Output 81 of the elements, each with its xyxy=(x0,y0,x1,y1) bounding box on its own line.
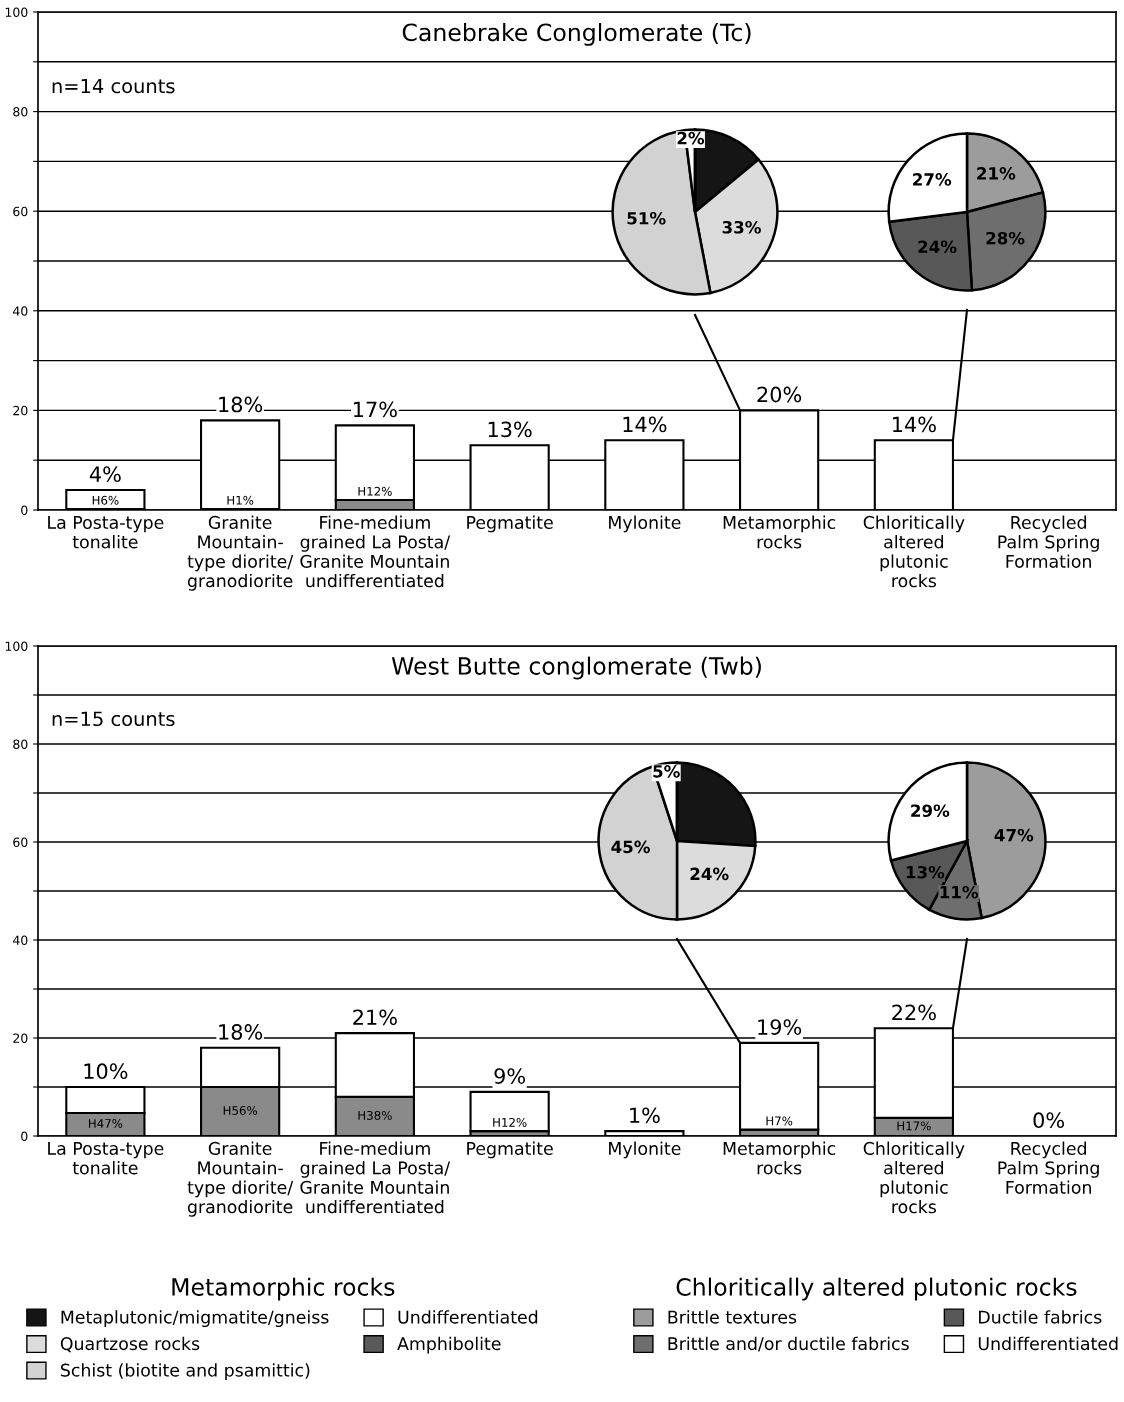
total-label: 19% xyxy=(758,1019,802,1035)
x-tick-label: Metamorphic rocks xyxy=(723,1141,836,1175)
data-label: 33% xyxy=(722,220,761,234)
legend-label: Undifferentiated xyxy=(978,1336,1118,1351)
x-tick-label: Recycled Palm Spring Formation xyxy=(998,515,1099,568)
annotation: n=14 counts xyxy=(52,78,175,94)
total-label: 0% xyxy=(1033,1112,1064,1129)
x-tick-label: Metamorphic rocks xyxy=(723,515,836,549)
data-label: 11% xyxy=(940,885,979,899)
x-tick-label: Pegmatite xyxy=(467,515,553,533)
legend-label: Schist (biotite and psamittic) xyxy=(61,1363,310,1381)
legend-label: Ductile fabrics xyxy=(979,1310,1102,1324)
x-tick-label: Granite Mountain- type diorite/ granodiorite xyxy=(187,515,294,591)
x-tick-label: Chloritically altered plutonic rocks xyxy=(863,1141,965,1214)
data-label: 21% xyxy=(977,167,1016,180)
data-label: H56% xyxy=(223,1106,258,1115)
data-label: 24% xyxy=(690,867,729,881)
chart-title: West Butte conglomerate (Twb) xyxy=(391,656,761,680)
x-tick-label: Mylonite xyxy=(609,515,681,533)
data-label: 27% xyxy=(913,173,952,186)
y-tick-label: 0 xyxy=(21,1131,28,1141)
y-tick-label: 80 xyxy=(13,107,28,117)
total-label: 9% xyxy=(494,1068,525,1084)
y-tick-label: 60 xyxy=(13,837,28,847)
total-label: 1% xyxy=(630,1107,660,1124)
x-tick-label: Mylonite xyxy=(609,1141,681,1159)
total-label: 18% xyxy=(219,1024,263,1040)
data-label: H7% xyxy=(766,1116,793,1126)
y-tick-label: 60 xyxy=(13,206,28,217)
legend-label: Quartzose rocks xyxy=(60,1336,200,1353)
total-label: 21% xyxy=(353,1009,397,1026)
data-label: 5% xyxy=(653,765,680,778)
data-label: H6% xyxy=(92,495,119,505)
data-label: H47% xyxy=(88,1118,123,1128)
total-label: 18% xyxy=(219,396,263,413)
data-label: 2% xyxy=(677,131,705,145)
total-label: 14% xyxy=(893,416,936,433)
legend-label: Brittle and/or ductile fabrics xyxy=(668,1336,909,1352)
data-label: H12% xyxy=(493,1117,527,1127)
legend-label: Undifferentiated xyxy=(398,1310,538,1324)
y-tick-label: 100 xyxy=(5,7,28,17)
data-label: 51% xyxy=(627,211,666,225)
data-label: 13% xyxy=(906,865,945,879)
x-tick-label: Recycled Palm Spring Formation xyxy=(998,1141,1099,1194)
y-tick-label: 20 xyxy=(13,405,28,416)
legend-title: Metamorphic rocks xyxy=(172,1277,395,1301)
data-label: 45% xyxy=(611,840,650,854)
data-label: 47% xyxy=(994,828,1034,842)
y-tick-label: 40 xyxy=(12,306,28,316)
x-tick-label: Granite Mountain- type diorite/ granodiorite xyxy=(187,1141,294,1217)
total-label: 10% xyxy=(84,1063,128,1080)
legend-title: Chloritically altered plutonic rocks xyxy=(676,1277,1077,1301)
y-tick-label: 20 xyxy=(13,1033,28,1043)
total-label: 20% xyxy=(757,386,802,403)
data-label: H17% xyxy=(897,1121,931,1131)
annotation: n=15 counts xyxy=(52,711,175,727)
total-label: 17% xyxy=(354,401,397,418)
data-label: 28% xyxy=(986,231,1025,245)
data-label: H12% xyxy=(358,486,392,496)
total-label: 22% xyxy=(892,1004,936,1021)
x-tick-label: Chloritically altered plutonic rocks xyxy=(863,515,965,588)
data-label: 29% xyxy=(911,804,950,817)
x-tick-label: Fine-medium grained La Posta/ Granite Mountain undifferentiated xyxy=(300,515,451,588)
y-tick-label: 80 xyxy=(13,739,28,749)
y-tick-label: 0 xyxy=(21,505,28,515)
data-label: H1% xyxy=(227,495,254,505)
y-tick-label: 100 xyxy=(5,641,28,651)
x-tick-label: Pegmatite xyxy=(467,1141,553,1159)
x-tick-label: La Posta-type tonalite xyxy=(48,516,164,549)
legend-label: Brittle textures xyxy=(668,1310,797,1324)
legend-label: Amphibolite xyxy=(397,1336,501,1354)
data-label: H38% xyxy=(358,1110,392,1120)
total-label: 4% xyxy=(89,466,121,483)
x-tick-label: La Posta-type tonalite xyxy=(48,1142,164,1175)
total-label: 14% xyxy=(623,416,667,433)
data-label: 24% xyxy=(918,240,957,254)
total-label: 13% xyxy=(488,421,532,438)
y-tick-label: 40 xyxy=(12,935,28,945)
x-tick-label: Fine-medium grained La Posta/ Granite Mountain undifferentiated xyxy=(300,1141,451,1214)
chart-title: Canebrake Conglomerate (Tc) xyxy=(402,22,751,46)
legend-label: Metaplutonic/migmatite/gneiss xyxy=(61,1310,329,1327)
